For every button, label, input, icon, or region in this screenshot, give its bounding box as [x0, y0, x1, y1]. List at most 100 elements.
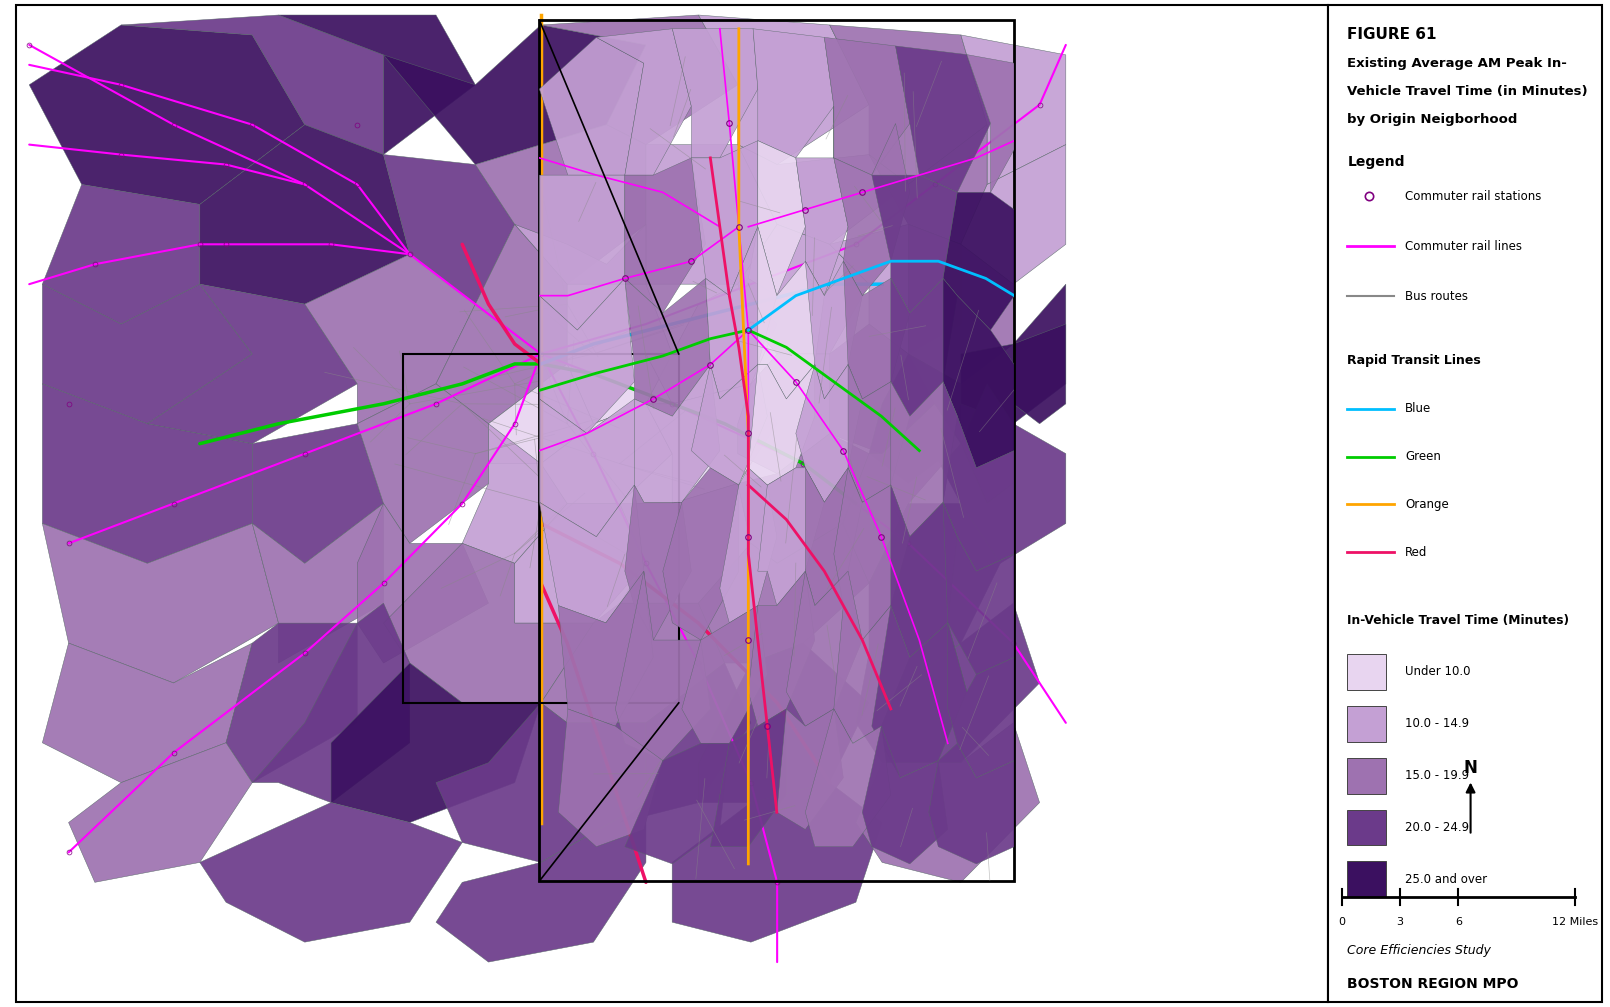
- Polygon shape: [834, 468, 910, 640]
- Polygon shape: [436, 803, 646, 962]
- Polygon shape: [559, 709, 663, 847]
- Polygon shape: [567, 284, 673, 424]
- Polygon shape: [934, 404, 1066, 563]
- Polygon shape: [646, 384, 778, 504]
- Polygon shape: [869, 504, 1000, 683]
- Polygon shape: [539, 485, 644, 622]
- Text: 0: 0: [1338, 917, 1346, 927]
- Polygon shape: [753, 29, 834, 158]
- Polygon shape: [620, 663, 750, 823]
- Polygon shape: [436, 703, 646, 862]
- Polygon shape: [758, 227, 824, 399]
- Polygon shape: [488, 364, 594, 463]
- Text: Bus routes: Bus routes: [1406, 290, 1468, 303]
- Polygon shape: [121, 15, 383, 154]
- Polygon shape: [943, 502, 1014, 675]
- Polygon shape: [737, 354, 829, 473]
- Polygon shape: [357, 384, 488, 544]
- Text: FIGURE 61: FIGURE 61: [1348, 27, 1436, 42]
- Polygon shape: [1013, 324, 1066, 424]
- Polygon shape: [148, 284, 357, 444]
- Polygon shape: [42, 524, 279, 683]
- Polygon shape: [873, 175, 958, 313]
- Polygon shape: [758, 468, 824, 605]
- Polygon shape: [42, 284, 253, 424]
- Polygon shape: [749, 571, 815, 726]
- Polygon shape: [795, 106, 848, 296]
- Polygon shape: [683, 605, 768, 743]
- Polygon shape: [475, 125, 646, 284]
- Text: 3: 3: [1396, 917, 1404, 927]
- Text: Existing Average AM Peak In-: Existing Average AM Peak In-: [1348, 56, 1567, 69]
- Polygon shape: [625, 485, 691, 640]
- Polygon shape: [200, 803, 462, 943]
- Polygon shape: [895, 46, 990, 192]
- Polygon shape: [515, 225, 646, 284]
- Polygon shape: [805, 468, 863, 605]
- Polygon shape: [515, 504, 646, 623]
- Bar: [1348, 757, 1386, 794]
- Text: Vehicle Travel Time (in Minutes): Vehicle Travel Time (in Minutes): [1348, 85, 1587, 98]
- Polygon shape: [961, 145, 1066, 284]
- Polygon shape: [541, 15, 737, 145]
- Polygon shape: [673, 782, 882, 943]
- Polygon shape: [625, 279, 710, 416]
- Polygon shape: [890, 279, 958, 416]
- Polygon shape: [890, 382, 958, 537]
- Text: Orange: Orange: [1406, 498, 1449, 511]
- Text: Blue: Blue: [1406, 402, 1431, 415]
- Polygon shape: [332, 663, 541, 823]
- Polygon shape: [42, 384, 253, 563]
- Polygon shape: [961, 384, 1013, 504]
- Polygon shape: [253, 603, 411, 803]
- Polygon shape: [559, 571, 654, 726]
- Polygon shape: [253, 424, 383, 563]
- Polygon shape: [383, 154, 515, 304]
- Polygon shape: [929, 743, 1014, 864]
- Polygon shape: [673, 29, 758, 158]
- Polygon shape: [699, 524, 869, 663]
- Polygon shape: [778, 709, 844, 830]
- Polygon shape: [805, 709, 890, 847]
- Polygon shape: [29, 25, 304, 204]
- Polygon shape: [863, 726, 948, 864]
- Polygon shape: [829, 324, 934, 453]
- Polygon shape: [42, 184, 200, 324]
- Polygon shape: [829, 225, 961, 354]
- Polygon shape: [795, 365, 863, 502]
- Polygon shape: [620, 483, 750, 603]
- Polygon shape: [844, 261, 910, 399]
- Polygon shape: [634, 365, 720, 502]
- Polygon shape: [691, 365, 768, 485]
- Polygon shape: [749, 365, 815, 485]
- Polygon shape: [699, 15, 869, 164]
- Polygon shape: [625, 743, 729, 864]
- Polygon shape: [824, 37, 910, 175]
- Bar: [1348, 861, 1386, 897]
- Text: Green: Green: [1406, 450, 1441, 463]
- Polygon shape: [69, 743, 253, 882]
- Polygon shape: [646, 145, 778, 284]
- Polygon shape: [615, 571, 710, 760]
- Polygon shape: [539, 399, 634, 537]
- Polygon shape: [279, 15, 475, 154]
- Polygon shape: [805, 261, 863, 399]
- Polygon shape: [943, 192, 1014, 330]
- Text: 20.0 - 24.9: 20.0 - 24.9: [1406, 821, 1468, 834]
- Polygon shape: [943, 382, 1014, 571]
- Polygon shape: [890, 485, 958, 658]
- Polygon shape: [857, 723, 1040, 882]
- Text: N: N: [1463, 758, 1478, 776]
- Bar: [1348, 706, 1386, 742]
- Polygon shape: [304, 255, 475, 424]
- Polygon shape: [869, 125, 987, 245]
- Polygon shape: [873, 605, 966, 777]
- Text: Commuter rail stations: Commuter rail stations: [1406, 190, 1541, 203]
- Bar: [402, 353, 679, 703]
- Polygon shape: [42, 643, 253, 782]
- Polygon shape: [436, 225, 567, 424]
- Text: Core Efficiencies Study: Core Efficiencies Study: [1348, 945, 1491, 957]
- Polygon shape: [539, 37, 644, 175]
- Polygon shape: [357, 504, 488, 663]
- Polygon shape: [749, 141, 805, 296]
